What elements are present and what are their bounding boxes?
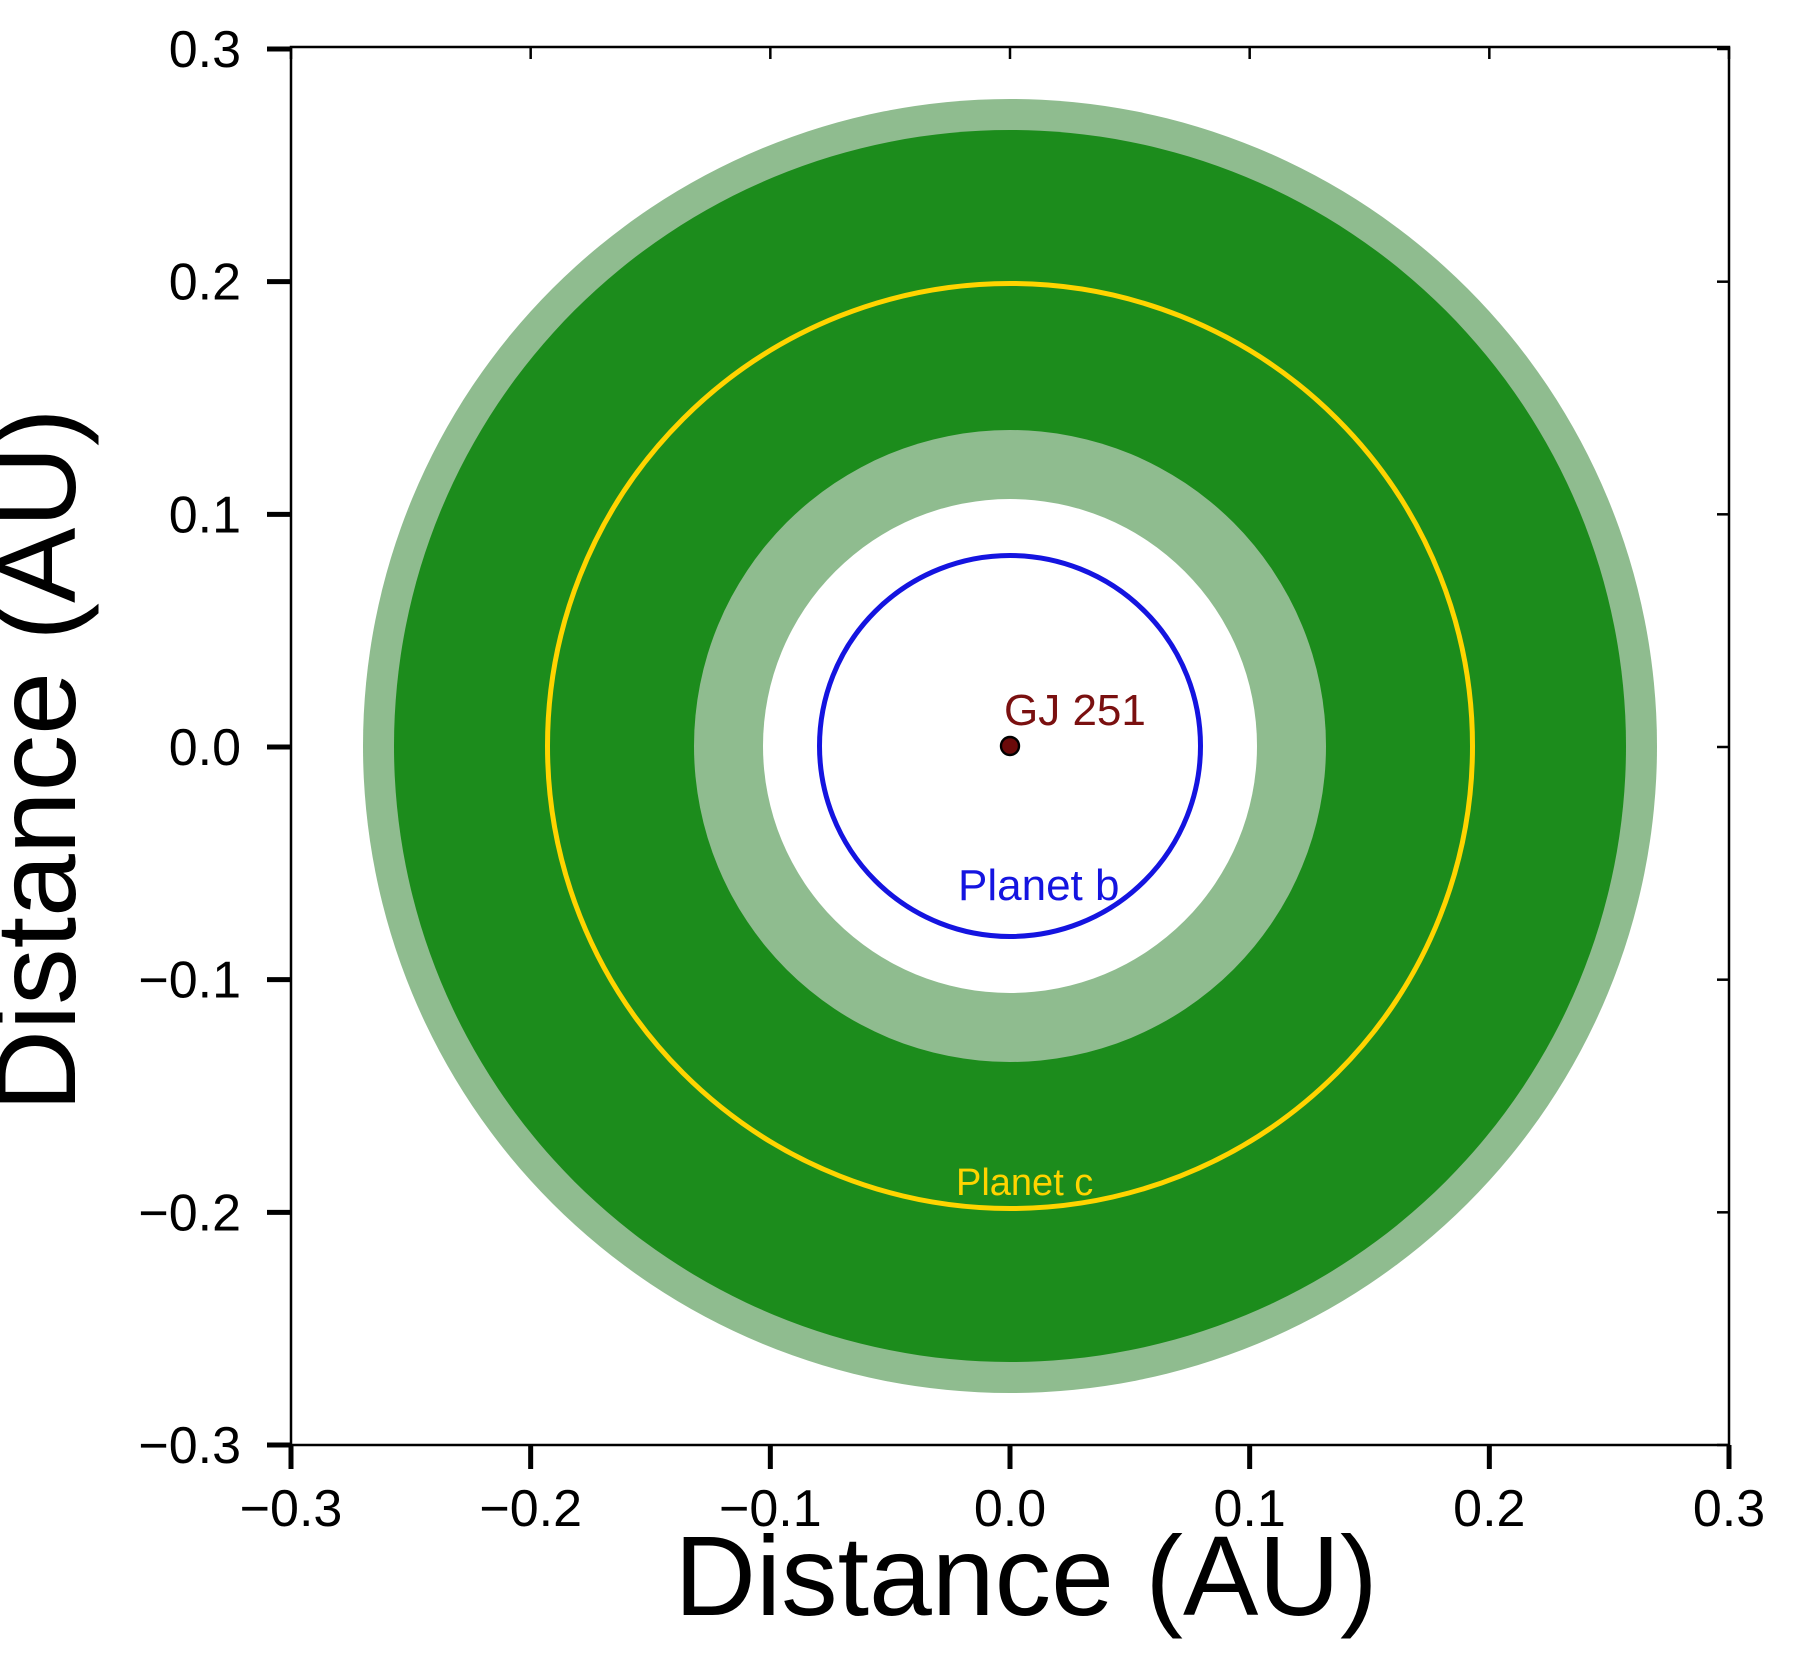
svg-text:Distance (AU): Distance (AU) [674, 1513, 1377, 1639]
svg-text:−0.2: −0.2 [479, 1480, 582, 1538]
svg-text:0.0: 0.0 [169, 719, 241, 777]
svg-text:0.1: 0.1 [169, 486, 241, 544]
svg-text:0.3: 0.3 [169, 21, 241, 79]
svg-text:−0.3: −0.3 [138, 1417, 241, 1475]
svg-text:0.3: 0.3 [1693, 1480, 1765, 1538]
svg-text:Planet b: Planet b [958, 861, 1119, 910]
svg-text:−0.3: −0.3 [240, 1480, 343, 1538]
svg-text:−0.2: −0.2 [138, 1184, 241, 1242]
svg-text:0.2: 0.2 [1453, 1480, 1525, 1538]
svg-text:−0.1: −0.1 [138, 952, 241, 1010]
svg-text:Planet c: Planet c [956, 1162, 1093, 1204]
svg-text:Distance (AU): Distance (AU) [0, 408, 99, 1111]
svg-text:GJ 251: GJ 251 [1004, 686, 1146, 735]
svg-text:0.2: 0.2 [169, 254, 241, 312]
